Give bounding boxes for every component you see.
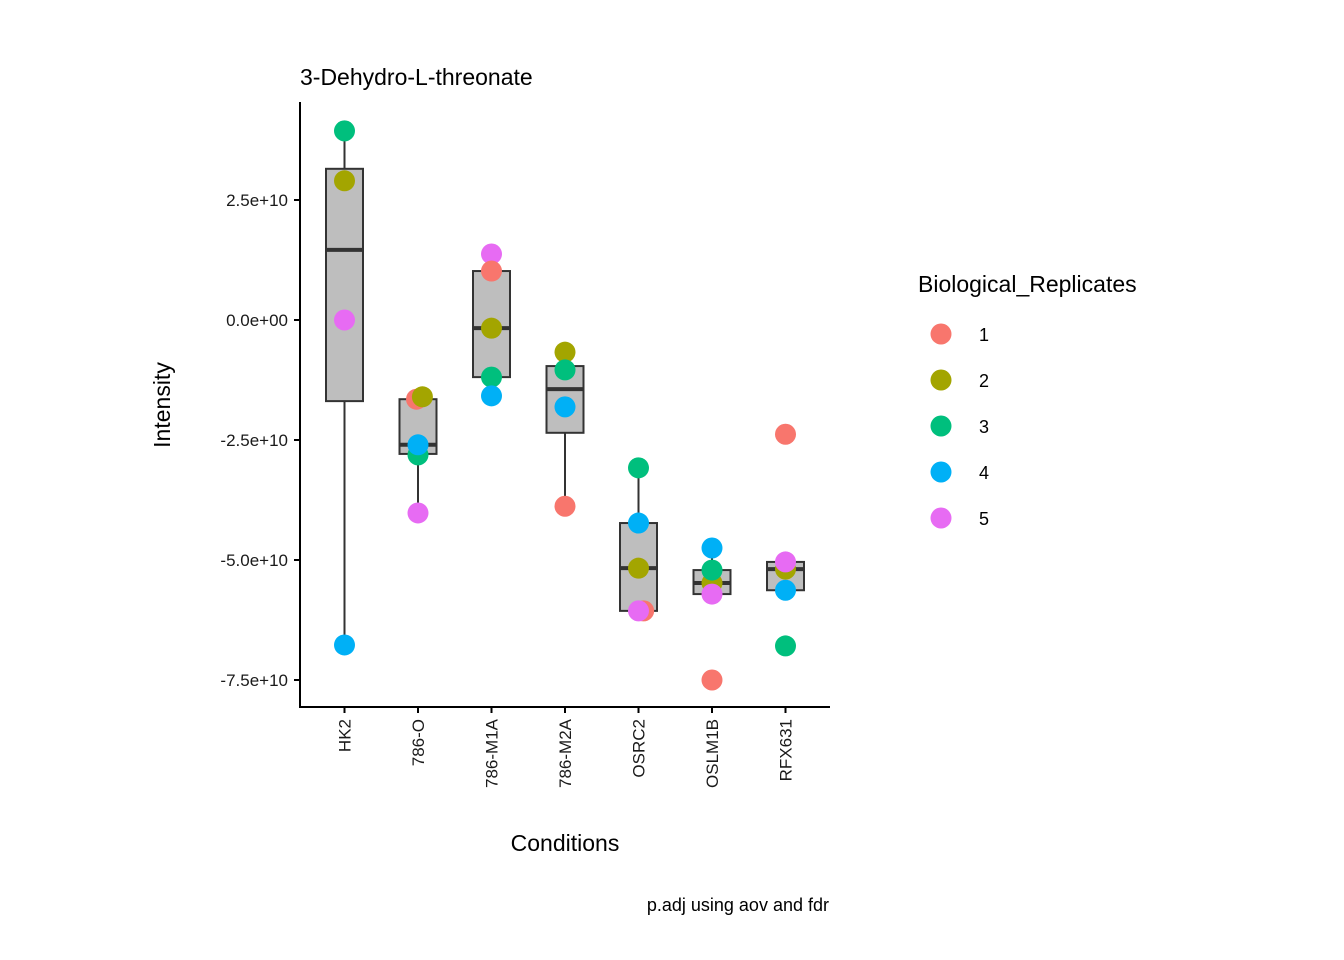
legend-label: 1 xyxy=(979,325,989,345)
data-point xyxy=(628,600,649,622)
legend-item: 1 xyxy=(930,323,989,345)
data-point xyxy=(481,317,502,339)
y-tick-label: 2.5e+10 xyxy=(226,191,288,210)
y-ticks: 2.5e+10 0.0e+00 -2.5e+10 -5.0e+10 -7.5e+10 xyxy=(220,191,300,690)
legend-swatch xyxy=(930,461,952,483)
y-tick-label: -5.0e+10 xyxy=(220,551,288,570)
x-tick-label: OSLM1B xyxy=(703,719,722,788)
data-point xyxy=(481,366,502,388)
data-point xyxy=(407,434,429,456)
data-point xyxy=(701,669,723,691)
x-tick-label: 786-M1A xyxy=(483,718,502,788)
x-tick-label: HK2 xyxy=(336,719,355,752)
data-point xyxy=(481,260,502,282)
data-point xyxy=(554,359,576,381)
data-point xyxy=(554,396,576,418)
legend-label: 3 xyxy=(979,417,989,437)
data-point xyxy=(775,423,796,445)
y-tick-label: -2.5e+10 xyxy=(220,431,288,450)
data-point xyxy=(775,551,796,573)
y-axis-title: Intensity xyxy=(149,362,175,448)
x-axis-title: Conditions xyxy=(511,830,620,856)
legend-item: 5 xyxy=(930,507,989,529)
points-layer xyxy=(334,120,796,691)
legend-swatch xyxy=(930,415,952,437)
legend-items: 1 2 3 4 5 xyxy=(930,323,989,529)
legend-item: 4 xyxy=(930,461,989,483)
legend-label: 5 xyxy=(979,509,989,529)
data-point xyxy=(407,502,429,524)
legend-swatch xyxy=(930,369,952,391)
data-point xyxy=(701,583,723,605)
data-point xyxy=(775,579,796,601)
plot-title: 3-Dehydro-L-threonate xyxy=(300,64,533,90)
y-tick-label: -7.5e+10 xyxy=(220,671,288,690)
x-tick-label: 786-M2A xyxy=(556,718,575,788)
legend-label: 4 xyxy=(979,463,989,483)
data-point xyxy=(701,559,723,581)
box-iqr xyxy=(325,167,364,403)
legend-item: 2 xyxy=(930,369,989,391)
legend-item: 3 xyxy=(930,415,989,437)
data-point xyxy=(554,495,576,517)
legend: Biological_Replicates 1 2 3 4 5 xyxy=(918,271,1137,529)
legend-label: 2 xyxy=(979,371,989,391)
data-point xyxy=(775,635,796,657)
y-tick-label: 0.0e+00 xyxy=(226,311,288,330)
data-point xyxy=(334,170,355,192)
legend-title: Biological_Replicates xyxy=(918,271,1137,297)
legend-swatch xyxy=(930,507,952,529)
data-point xyxy=(701,537,723,559)
box-hk2 xyxy=(325,130,364,645)
data-point xyxy=(481,385,502,407)
data-point xyxy=(334,634,355,656)
x-tick-label: OSRC2 xyxy=(630,719,649,778)
x-tick-label: 786-O xyxy=(409,719,428,766)
data-point xyxy=(628,512,649,534)
data-point xyxy=(481,243,502,265)
caption: p.adj using aov and fdr xyxy=(647,895,829,915)
data-point xyxy=(628,457,649,479)
data-point xyxy=(628,557,649,579)
data-point xyxy=(334,309,355,331)
data-point xyxy=(334,120,355,142)
x-ticks: HK2 786-O 786-M1A 786-M2A OSRC2 OSLM1B RFX631 xyxy=(336,707,796,788)
x-tick-label: RFX631 xyxy=(777,719,796,781)
data-point xyxy=(411,386,433,408)
data-point xyxy=(554,341,576,363)
legend-swatch xyxy=(930,323,952,345)
